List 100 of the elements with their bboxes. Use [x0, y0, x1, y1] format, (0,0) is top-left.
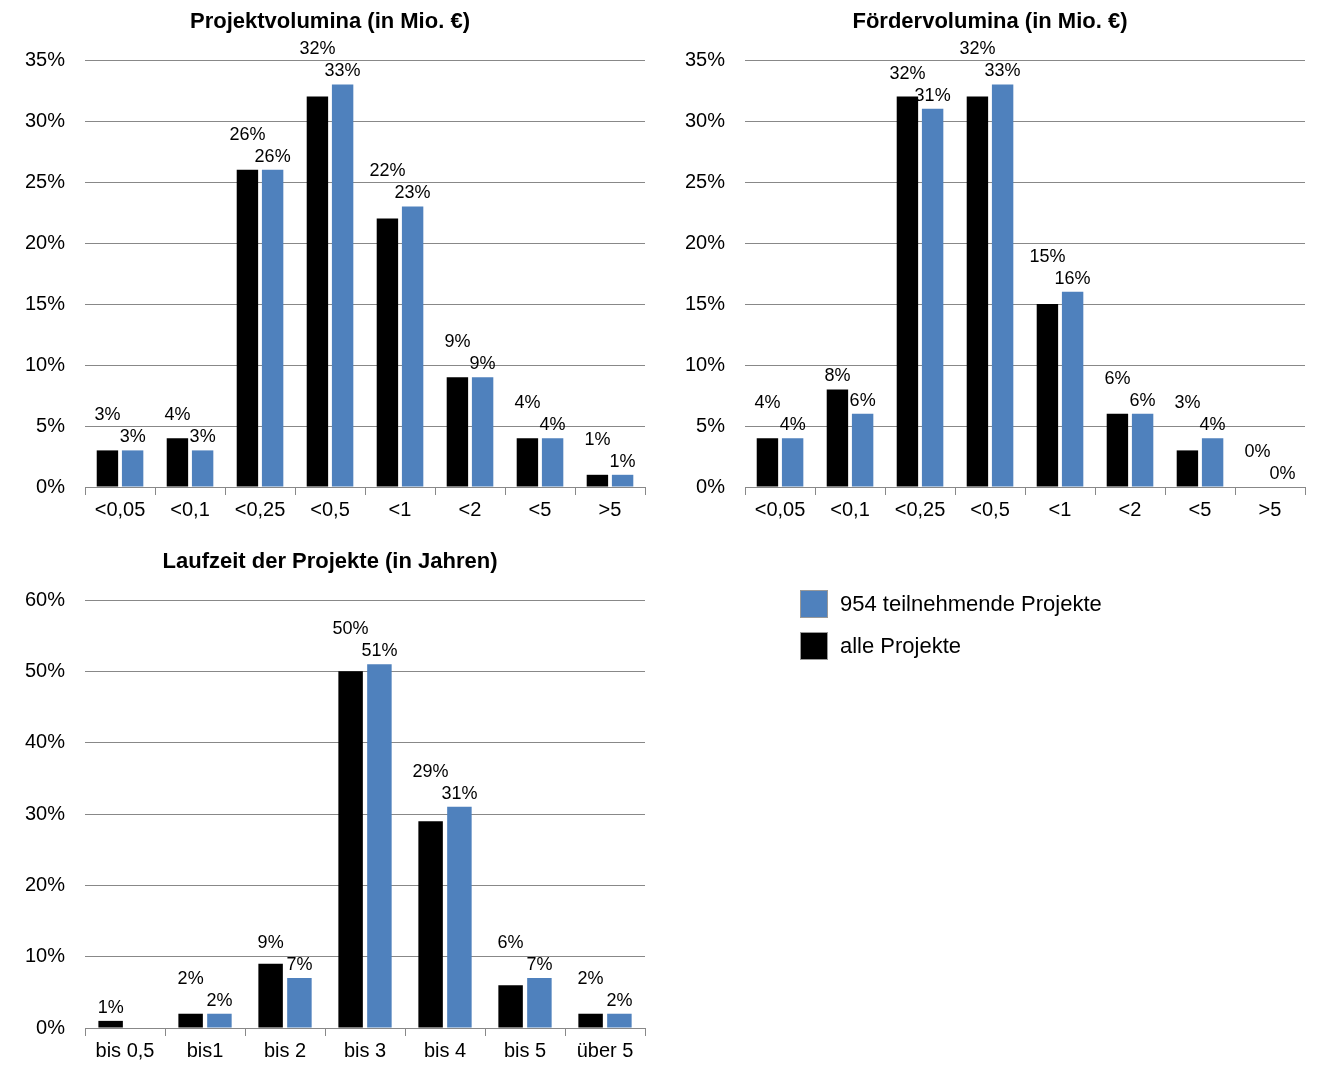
bar	[261, 169, 284, 487]
bar	[1176, 450, 1199, 487]
bar	[471, 377, 494, 487]
data-label: 33%	[984, 60, 1021, 81]
data-label: 4%	[779, 414, 806, 435]
bar	[418, 821, 443, 1028]
y-tick-label: 10%	[685, 352, 726, 375]
x-tick-label: <0,05	[754, 497, 806, 520]
y-tick-label: 25%	[685, 169, 726, 192]
x-tick-label: bis 3	[343, 1038, 387, 1061]
bar	[578, 1013, 603, 1028]
legend-label: 954 teilnehmende Projekte	[840, 591, 1102, 617]
data-label: 4%	[164, 404, 191, 425]
bar	[287, 978, 312, 1028]
data-label: 9%	[444, 331, 471, 352]
y-tick-label: 0%	[696, 474, 726, 497]
data-label: 31%	[441, 782, 478, 803]
y-tick-label: 20%	[685, 230, 726, 253]
data-label: 6%	[1104, 367, 1131, 388]
bar	[367, 664, 392, 1028]
bar	[921, 108, 944, 487]
bar	[1061, 291, 1084, 487]
bar	[306, 96, 329, 487]
y-tick-label: 10%	[25, 352, 66, 375]
data-label: 1%	[584, 428, 611, 449]
chart-title: Fördervolumina (in Mio. €)	[851, 8, 1129, 34]
bar	[178, 1013, 203, 1028]
bar	[611, 474, 634, 487]
data-label: 2%	[606, 989, 633, 1010]
x-tick-label: über 5	[576, 1038, 634, 1061]
x-tick-label: <0,5	[970, 497, 1010, 520]
data-label: 6%	[497, 932, 524, 953]
legend-label: alle Projekte	[840, 633, 962, 659]
x-tick-label: >5	[1258, 497, 1282, 520]
y-tick-label: 35%	[25, 47, 66, 70]
data-label: 1%	[609, 450, 636, 471]
data-label: 9%	[469, 353, 496, 374]
data-label: 7%	[286, 954, 313, 975]
chart-title: Laufzeit der Projekte (in Jahren)	[161, 548, 499, 574]
y-tick-label: 30%	[25, 801, 66, 824]
bar	[447, 806, 472, 1028]
x-tick-label: bis 0,5	[95, 1038, 155, 1061]
x-tick-label: bis 2	[263, 1038, 307, 1061]
data-label: 4%	[1199, 414, 1226, 435]
bar	[166, 438, 189, 487]
data-label: 3%	[1174, 392, 1201, 413]
x-tick-label: <5	[528, 497, 552, 520]
y-tick-label: 30%	[25, 108, 66, 131]
data-label: 2%	[177, 967, 204, 988]
data-label: 4%	[754, 392, 781, 413]
x-tick-label: bis 4	[423, 1038, 467, 1061]
bar	[756, 438, 779, 487]
data-label: 3%	[119, 426, 146, 447]
bar	[991, 84, 1014, 487]
x-tick-label: <2	[1118, 497, 1142, 520]
y-tick-label: 40%	[25, 730, 66, 753]
bar	[446, 377, 469, 487]
bar	[376, 218, 399, 487]
x-tick-label: <0,1	[170, 497, 210, 520]
data-label: 4%	[539, 414, 566, 435]
data-label: 32%	[959, 38, 996, 59]
data-label: 6%	[1129, 389, 1156, 410]
data-label: 29%	[412, 760, 449, 781]
data-label: 7%	[526, 954, 553, 975]
bar	[338, 671, 363, 1028]
bar	[207, 1013, 232, 1028]
bar	[236, 169, 259, 487]
x-tick-label: <0,25	[234, 497, 286, 520]
data-label: 3%	[94, 404, 121, 425]
chart-title: Projektvolumina (in Mio. €)	[189, 8, 471, 34]
x-tick-label: <0,1	[830, 497, 870, 520]
y-tick-label: 60%	[25, 587, 66, 610]
data-label: 15%	[1029, 245, 1066, 266]
x-tick-label: <0,25	[894, 497, 946, 520]
y-tick-label: 5%	[36, 413, 66, 436]
x-tick-label: <0,05	[94, 497, 146, 520]
x-tick-label: <5	[1188, 497, 1212, 520]
y-tick-label: 30%	[685, 108, 726, 131]
y-tick-label: 50%	[25, 658, 66, 681]
bar	[498, 985, 523, 1028]
bar	[527, 978, 552, 1028]
bar	[586, 474, 609, 487]
x-tick-label: <2	[458, 497, 482, 520]
x-tick-label: bis1	[186, 1038, 224, 1061]
data-label: 1%	[97, 996, 124, 1017]
data-label: 31%	[914, 84, 951, 105]
y-tick-label: 20%	[25, 872, 66, 895]
bar	[401, 206, 424, 487]
data-label: 0%	[1244, 440, 1271, 461]
y-tick-label: 5%	[696, 413, 726, 436]
data-label: 2%	[206, 989, 233, 1010]
data-label: 22%	[369, 160, 406, 181]
data-label: 0%	[1269, 462, 1296, 483]
data-label: 3%	[189, 426, 216, 447]
data-label: 8%	[824, 365, 851, 386]
bar	[966, 96, 989, 487]
bar	[121, 450, 144, 487]
x-tick-label: <0,5	[310, 497, 350, 520]
y-tick-label: 10%	[25, 944, 66, 967]
bar	[258, 963, 283, 1028]
